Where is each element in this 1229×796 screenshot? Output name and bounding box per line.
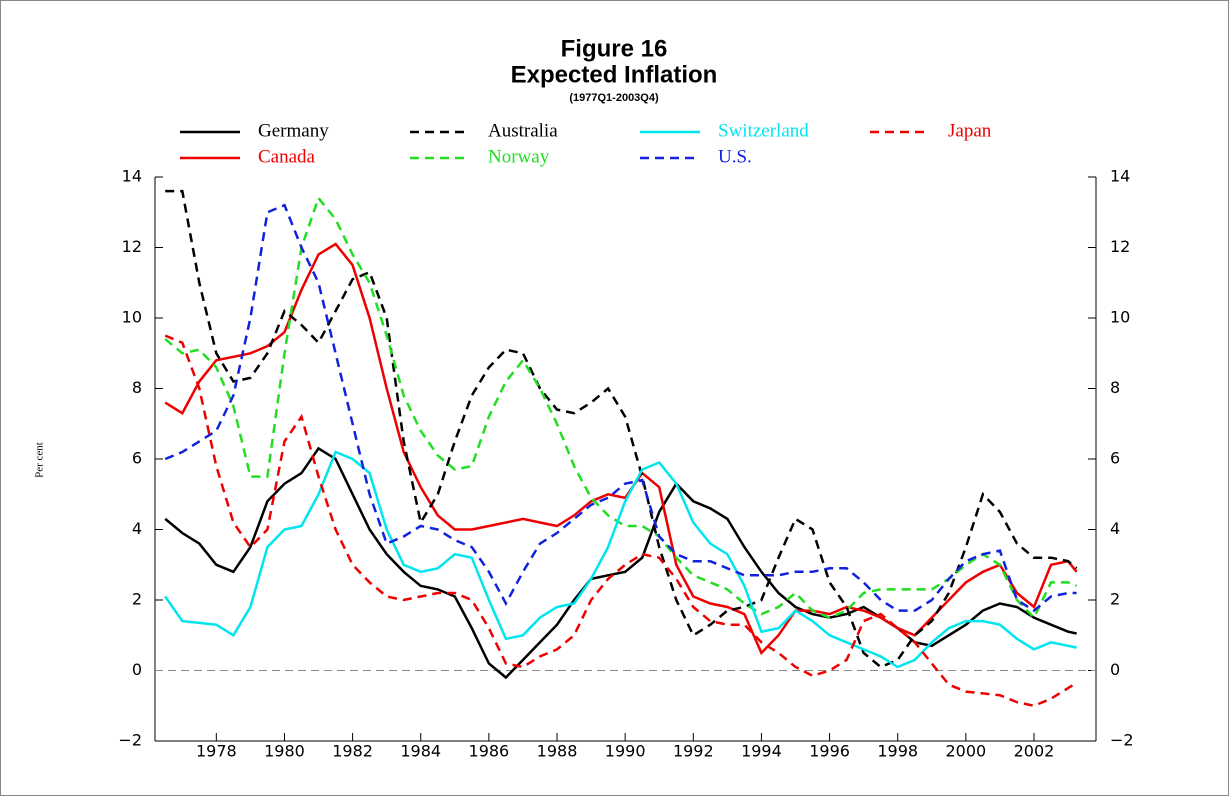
x-tick-label: 1994 xyxy=(741,742,782,761)
legend-label: Norway xyxy=(488,146,550,167)
x-tick-label: 1982 xyxy=(332,742,373,761)
y-tick-label: 8 xyxy=(132,378,142,397)
x-tick-label: 1990 xyxy=(605,742,646,761)
x-tick-label: 1988 xyxy=(537,742,578,761)
series-line xyxy=(165,189,1078,669)
x-tick-label: 1984 xyxy=(400,742,441,761)
legend-label: U.S. xyxy=(718,146,752,167)
x-tick-label: 1998 xyxy=(877,742,918,761)
legend-label: Australia xyxy=(488,120,558,141)
series-line xyxy=(164,450,1077,669)
y2-tick-label: 2 xyxy=(1110,590,1120,609)
y-tick-label: 0 xyxy=(132,660,142,679)
y2-tick-label: 8 xyxy=(1110,378,1120,397)
period: (1977Q1-2003Q4) xyxy=(569,92,659,104)
legend-label: Germany xyxy=(258,120,329,141)
y-tick-label: 10 xyxy=(122,308,142,327)
y2-tick-label: 10 xyxy=(1110,308,1130,327)
y2-tick-label: 14 xyxy=(1110,167,1130,186)
y-tick-label: 6 xyxy=(132,449,142,468)
y2-tick-label: 6 xyxy=(1110,449,1120,468)
y2-tick-label: 0 xyxy=(1110,660,1120,679)
y-tick-label: 14 xyxy=(122,167,142,186)
y-tick-label: 4 xyxy=(132,519,142,538)
x-tick-label: 1978 xyxy=(196,742,237,761)
y2-tick-label: −2 xyxy=(1110,731,1134,750)
y-tick-label: 12 xyxy=(122,237,142,256)
x-tick-label: 1980 xyxy=(264,742,305,761)
x-tick-label: 2002 xyxy=(1014,742,1055,761)
series-line xyxy=(164,334,1078,708)
series-line xyxy=(164,242,1078,656)
chart-title: Figure 16 xyxy=(561,35,668,62)
legend-label: Canada xyxy=(258,146,316,167)
series-line xyxy=(164,446,1077,680)
y-tick-label: 2 xyxy=(132,590,142,609)
y2-tick-label: 12 xyxy=(1110,237,1130,256)
legend-label: Switzerland xyxy=(718,120,809,141)
x-tick-label: 2000 xyxy=(945,742,986,761)
legend-label: Japan xyxy=(948,120,992,141)
x-tick-label: 1996 xyxy=(809,742,850,761)
x-tick-label: 1986 xyxy=(469,742,510,761)
y-tick-label: −2 xyxy=(118,731,142,750)
y2-tick-label: 4 xyxy=(1110,519,1120,538)
series-line xyxy=(164,203,1077,613)
y-axis-label: Per cent xyxy=(34,442,46,478)
chart-subtitle: Expected Inflation xyxy=(511,61,718,88)
series-line xyxy=(164,195,1078,620)
x-tick-label: 1992 xyxy=(673,742,714,761)
